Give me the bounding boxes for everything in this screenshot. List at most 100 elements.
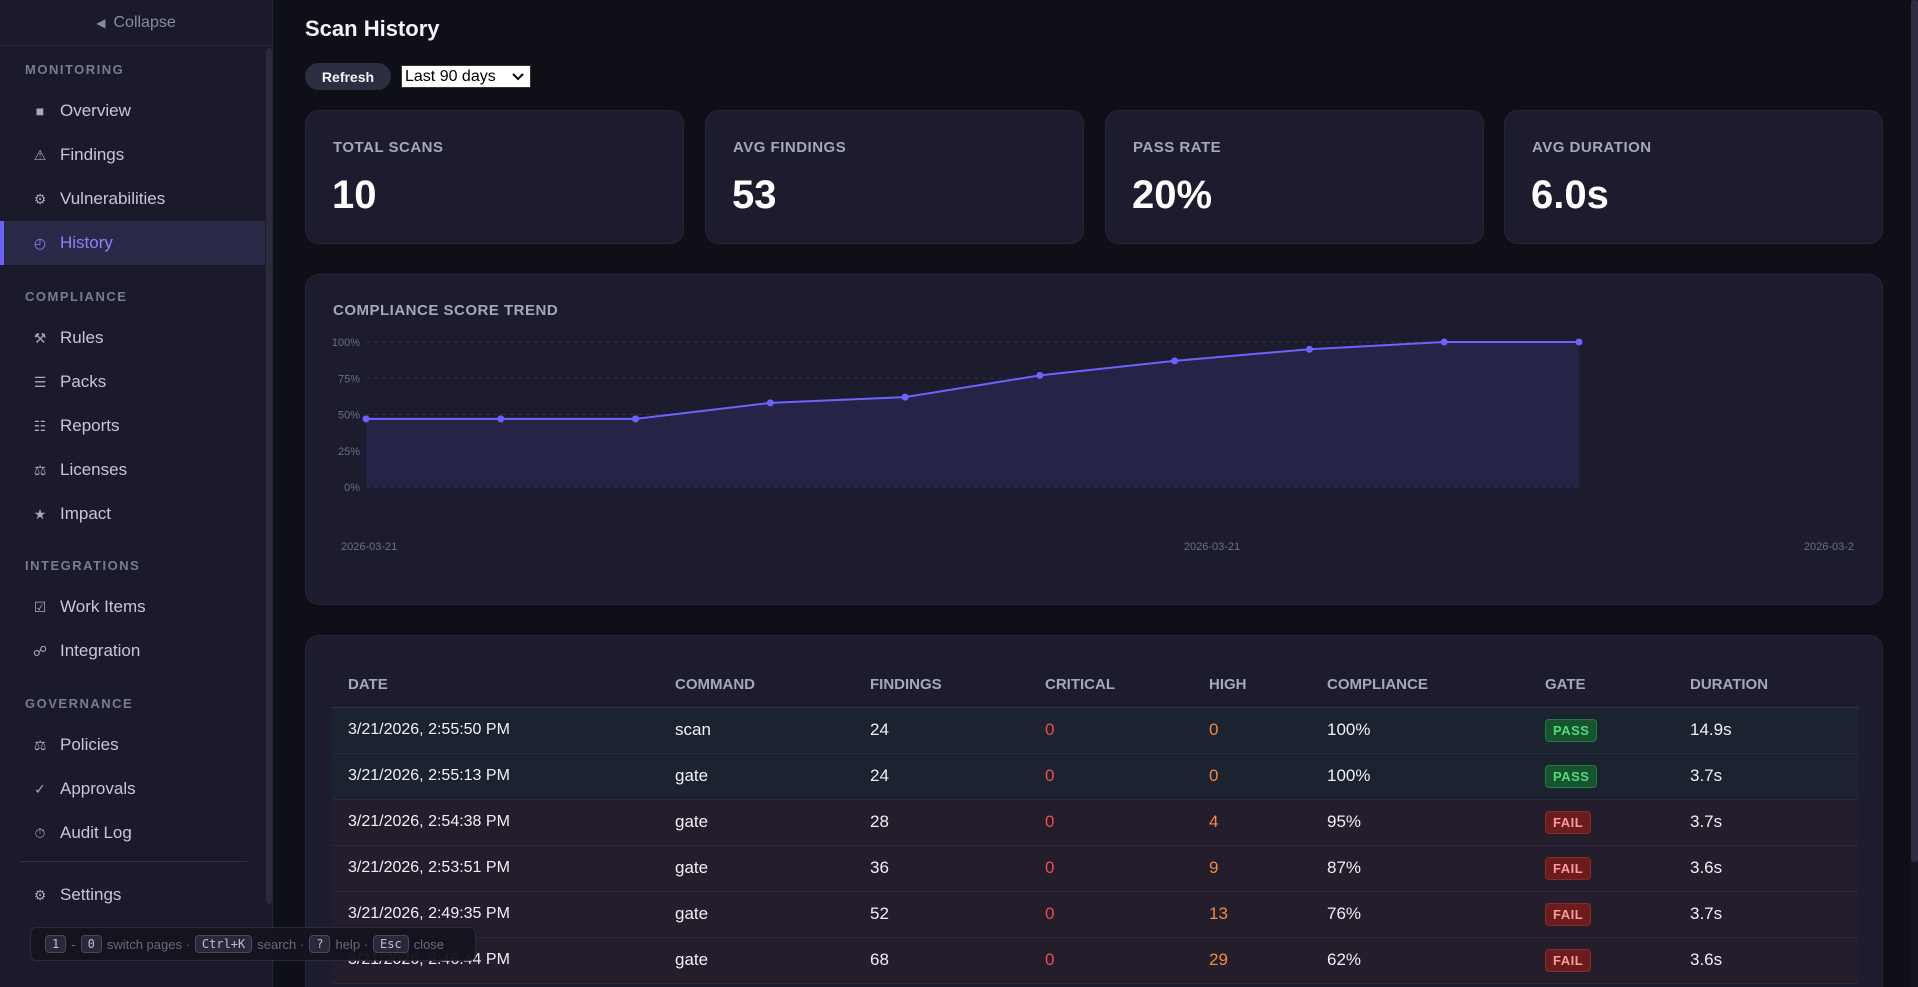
cell-value: 3/21/2026, 2:53:51 PM — [348, 859, 510, 876]
sidebar-item-approvals[interactable]: ✓ Approvals — [0, 767, 265, 811]
kbd-question: ? — [309, 935, 331, 953]
shortcut-text-search: search · — [257, 936, 305, 952]
sidebar-item-label: Work Items — [60, 597, 146, 616]
cell-gate: FAIL — [1529, 891, 1674, 938]
main-content: Scan History Refresh Last 90 days TOTAL … — [275, 0, 1918, 987]
cell-command: gate — [659, 799, 854, 846]
checkbox-icon: ☑ — [33, 598, 47, 615]
sidebar-scrollbar[interactable] — [266, 48, 272, 904]
column-header-gate[interactable]: GATE — [1529, 662, 1674, 708]
stat-label: AVG FINDINGS — [733, 139, 847, 156]
cell-critical: 0 — [1029, 845, 1193, 892]
cell-value: 3/21/2026, 2:55:50 PM — [348, 721, 510, 738]
data-point — [632, 415, 640, 423]
y-tick-label: 75% — [338, 373, 360, 385]
cell-compliance: 100% — [1311, 753, 1529, 800]
scale-icon: ⚖ — [33, 461, 47, 478]
cell-date: 3/21/2026, 2:53:51 PM — [332, 845, 659, 892]
sidebar-section-governance: GOVERNANCE ⚖ Policies ✓ Approvals ⏱ Audit Log — [0, 696, 265, 855]
star-icon: ★ — [33, 505, 47, 522]
cell-value: 100% — [1327, 720, 1371, 739]
table-row[interactable]: 3/21/2026, 2:53:51 PM gate 36 0 9 87% FAIL 3.6s — [332, 845, 1859, 892]
stat-label: AVG DURATION — [1532, 139, 1652, 156]
x-tick-label: 2026-03-2 — [1804, 541, 1854, 553]
cell-value: 0 — [1045, 858, 1055, 877]
cell-duration: 3.6s — [1674, 845, 1859, 892]
gate-status-badge: FAIL — [1545, 810, 1592, 834]
cell-value: scan — [675, 720, 711, 739]
cell-findings: 52 — [854, 891, 1029, 938]
table-row[interactable]: 3/21/2026, 2:55:50 PM scan 24 0 0 100% PASS 14.… — [332, 707, 1859, 754]
stat-value: 10 — [332, 173, 377, 217]
chart-plot: 100% 75% 50% 25% 0% 2026-03-21 2026-03-21 2026-… — [332, 337, 1854, 553]
table-row[interactable]: 3/21/2026, 2:54:38 PM gate 28 0 4 95% FAIL 3.7s — [332, 799, 1859, 846]
cell-critical: 0 — [1029, 799, 1193, 846]
cell-high: 13 — [1193, 891, 1311, 938]
cell-date: 3/21/2026, 2:55:13 PM — [332, 753, 659, 800]
sidebar-item-licenses[interactable]: ⚖ Licenses — [0, 448, 265, 492]
column-header-compliance[interactable]: COMPLIANCE — [1311, 662, 1529, 708]
sidebar-item-vulnerabilities[interactable]: ⚙ Vulnerabilities — [0, 177, 265, 221]
cell-date: 3/21/2026, 2:54:38 PM — [332, 799, 659, 846]
cell-value: 4 — [1209, 812, 1219, 831]
sidebar-item-packs[interactable]: ☰ Packs — [0, 360, 265, 404]
cell-value: 13 — [1209, 904, 1228, 923]
column-header-command[interactable]: COMMAND — [659, 662, 854, 708]
scale-icon: ⚖ — [33, 736, 47, 753]
column-header-findings[interactable]: FINDINGS — [854, 662, 1029, 708]
cell-value: gate — [675, 950, 709, 969]
date-range-select[interactable]: Last 90 days — [401, 65, 531, 88]
sidebar-item-settings[interactable]: ⚙ Settings — [0, 873, 265, 917]
sidebar-item-overview[interactable]: ■ Overview — [0, 89, 265, 133]
main-scrollbar[interactable] — [1911, 0, 1918, 987]
cell-compliance: 87% — [1311, 845, 1529, 892]
sidebar-item-reports[interactable]: ☷ Reports — [0, 404, 265, 448]
x-tick-label: 2026-03-21 — [341, 541, 397, 553]
column-header-duration[interactable]: DURATION — [1674, 662, 1859, 708]
sidebar-section-monitoring: MONITORING ■ Overview ⚠ Findings ⚙ Vulnerabili… — [0, 62, 265, 265]
main-scrollbar-thumb[interactable] — [1911, 0, 1918, 862]
sidebar-item-integration[interactable]: ☍ Integration — [0, 629, 265, 673]
shortcut-dash: - — [71, 936, 76, 952]
cell-compliance: 100% — [1311, 707, 1529, 754]
sidebar-item-findings[interactable]: ⚠ Findings — [0, 133, 265, 177]
column-header-critical[interactable]: CRITICAL — [1029, 662, 1193, 708]
cell-value: 0 — [1209, 720, 1219, 739]
cell-value: gate — [675, 858, 709, 877]
gate-status-badge: FAIL — [1545, 902, 1592, 926]
stat-label: TOTAL SCANS — [333, 139, 444, 156]
sidebar-item-policies[interactable]: ⚖ Policies — [0, 723, 265, 767]
stat-value: 53 — [732, 173, 777, 217]
table-row[interactable]: 3/21/2026, 2:55:13 PM gate 24 0 0 100% PASS 3.7… — [332, 753, 1859, 800]
cell-findings: 68 — [854, 937, 1029, 984]
cell-value: 0 — [1045, 904, 1055, 923]
table-row[interactable]: 3/21/2026, 2:49:35 PM gate 52 0 13 76% FAIL 3.7… — [332, 891, 1859, 938]
sidebar-item-work-items[interactable]: ☑ Work Items — [0, 585, 265, 629]
cell-value: 14.9s — [1690, 720, 1732, 739]
tools-icon: ⚒ — [33, 329, 47, 346]
cell-critical: 0 — [1029, 707, 1193, 754]
table-row[interactable]: 3/21/2026, 2:46:44 PMgate6802962%FAIL3.6… — [332, 937, 1859, 984]
cell-value: gate — [675, 904, 709, 923]
stat-value: 6.0s — [1531, 173, 1609, 217]
cell-gate: PASS — [1529, 753, 1674, 800]
collapse-button[interactable]: ◀ Collapse — [0, 0, 272, 46]
sidebar-item-label: Packs — [60, 372, 107, 391]
cell-high: 4 — [1193, 799, 1311, 846]
sidebar-section-title: GOVERNANCE — [25, 696, 134, 711]
cell-gate: FAIL — [1529, 937, 1674, 984]
column-header-high[interactable]: HIGH — [1193, 662, 1311, 708]
sidebar-item-audit-log[interactable]: ⏱ Audit Log — [0, 811, 265, 855]
cell-value: gate — [675, 766, 709, 785]
cell-value: 3.7s — [1690, 812, 1723, 831]
stat-card-pass-rate: PASS RATE 20% — [1105, 110, 1484, 244]
refresh-button[interactable]: Refresh — [305, 63, 391, 90]
compliance-trend-chart: COMPLIANCE SCORE TREND 100% 75% 50% 25% 0% 20… — [305, 274, 1883, 605]
sidebar-item-impact[interactable]: ★ Impact — [0, 492, 265, 536]
sidebar-item-history[interactable]: ◴ History — [0, 221, 265, 265]
shortcut-text-switch: switch pages · — [106, 936, 190, 952]
data-point — [901, 393, 909, 401]
y-tick-label: 50% — [338, 410, 360, 422]
column-header-date[interactable]: DATE — [332, 662, 659, 708]
sidebar-item-rules[interactable]: ⚒ Rules — [0, 316, 265, 360]
